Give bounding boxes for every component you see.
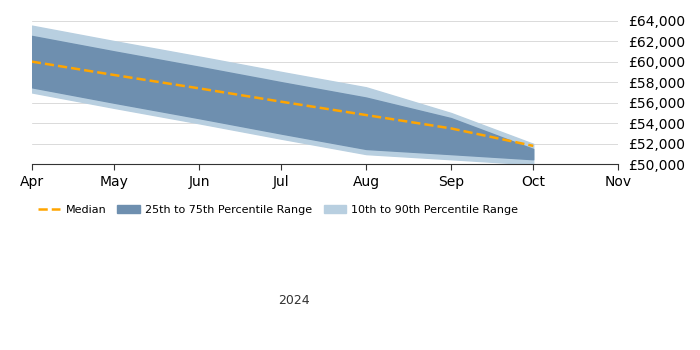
Legend: Median, 25th to 75th Percentile Range, 10th to 90th Percentile Range: Median, 25th to 75th Percentile Range, 1… (34, 200, 523, 219)
Text: 2024: 2024 (278, 294, 310, 308)
